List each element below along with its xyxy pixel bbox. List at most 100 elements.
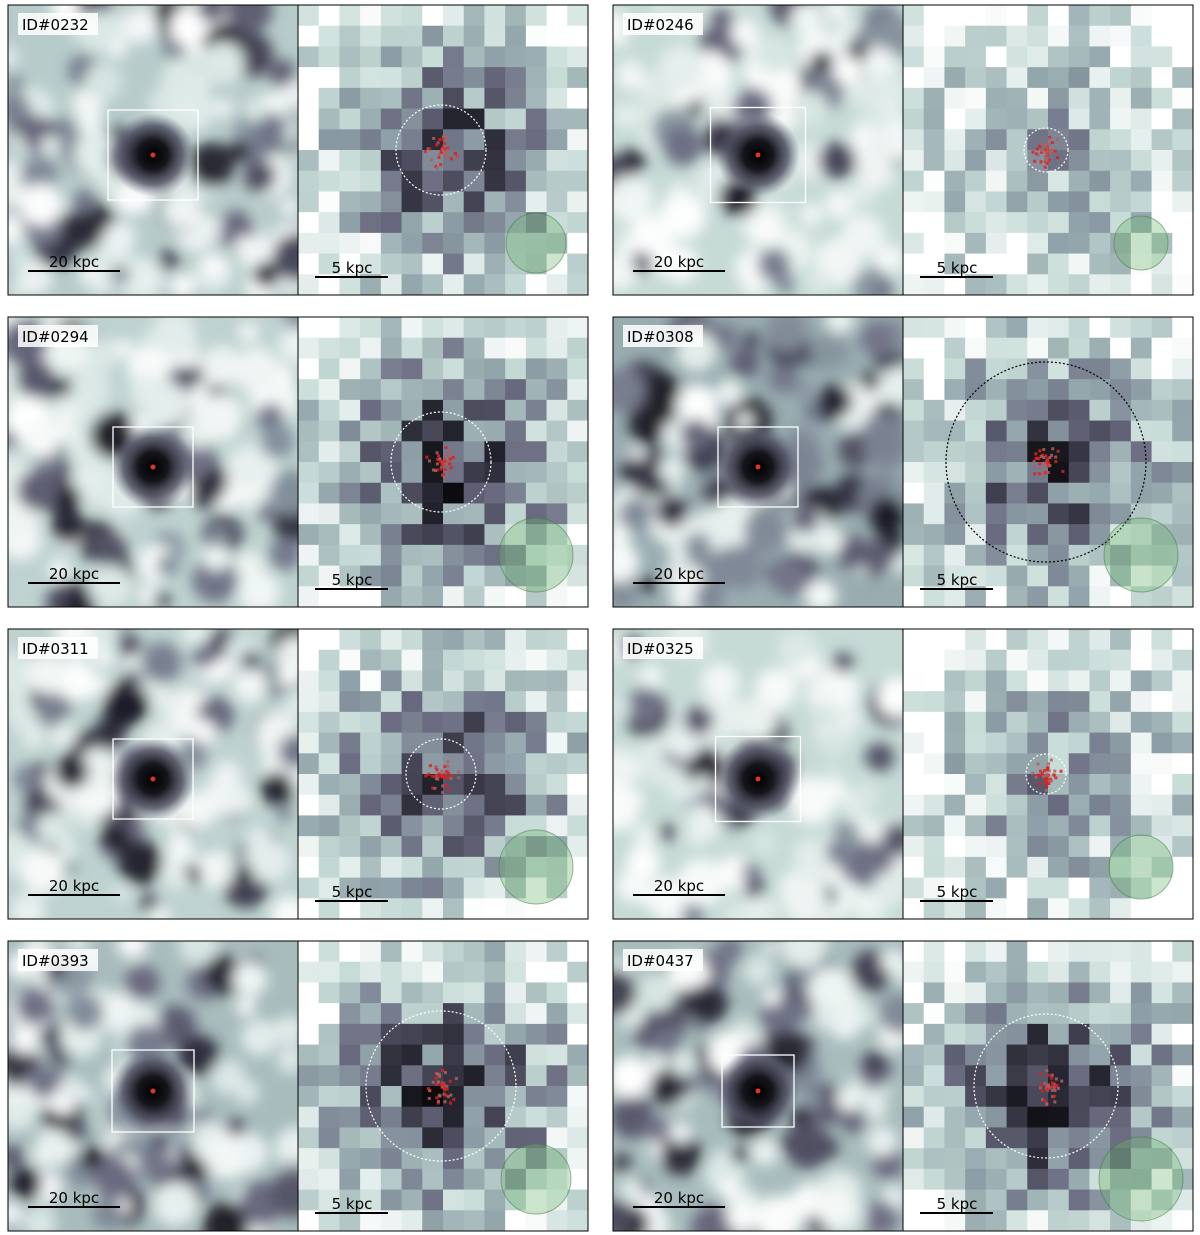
pixel [401, 25, 423, 47]
blob [272, 233, 298, 282]
pixel [1089, 1023, 1111, 1046]
blob [693, 774, 712, 794]
emission-pixel [1050, 1081, 1054, 1085]
pixel [380, 358, 403, 380]
pixel [1027, 420, 1049, 442]
blob [615, 60, 646, 91]
pixel [1089, 462, 1111, 484]
pixel [484, 836, 506, 858]
pixel [985, 544, 1008, 567]
blob [669, 580, 702, 607]
pixel [985, 129, 1008, 151]
pixel [318, 317, 340, 339]
pixel [401, 232, 423, 255]
pixel [360, 836, 382, 858]
pixel [1110, 212, 1132, 234]
pixel [1110, 670, 1132, 692]
pixel [339, 170, 361, 192]
blob [161, 190, 201, 230]
pixel [1130, 1065, 1153, 1087]
blob [757, 247, 792, 282]
pixel [1130, 482, 1153, 504]
pixel [1027, 212, 1049, 234]
pixel [944, 629, 966, 651]
blob [103, 221, 136, 254]
pixel [339, 856, 361, 879]
pixel [298, 379, 320, 401]
blob [246, 838, 291, 883]
pixel [339, 150, 361, 172]
pixel [985, 898, 1008, 919]
blob [140, 641, 183, 684]
pixel [463, 1189, 485, 1211]
source-dot [755, 464, 761, 470]
pixel [1027, 253, 1049, 275]
emission-pixel [1048, 1086, 1052, 1090]
pixel [1089, 629, 1111, 651]
pixel [1110, 67, 1132, 89]
pixel [525, 108, 548, 130]
pixel [1006, 1148, 1028, 1170]
pixel [443, 232, 465, 255]
blob [863, 1051, 885, 1072]
blob [243, 98, 267, 122]
pixel [1048, 856, 1070, 879]
pixel [1027, 1065, 1049, 1087]
pixel [360, 46, 382, 68]
pixel [443, 961, 465, 983]
pixel [546, 856, 568, 879]
blob [241, 651, 261, 671]
pixel [484, 586, 506, 607]
pixel [525, 358, 548, 380]
pixel [422, 1189, 444, 1211]
pixel [923, 774, 945, 796]
pixel [965, 856, 987, 879]
emission-pixel [427, 1096, 431, 1100]
emission-pixel [1031, 771, 1035, 775]
emission-pixel [427, 459, 431, 463]
blob [780, 876, 826, 919]
pixel [484, 524, 506, 546]
scale-label: 5 kpc [332, 571, 373, 589]
pixel [360, 898, 382, 919]
emission-pixel [445, 459, 449, 463]
noise [8, 941, 298, 1231]
pixel [944, 420, 966, 442]
pixel [923, 670, 945, 692]
pixel [1130, 191, 1153, 213]
pixel [1006, 462, 1028, 484]
pixel [903, 232, 925, 255]
pixel [923, 1189, 945, 1211]
pixel [965, 462, 987, 484]
pixel [903, 441, 925, 463]
pixel [1110, 524, 1132, 546]
emission-pixel [436, 457, 440, 461]
blob [122, 7, 159, 44]
pixel [1151, 212, 1173, 234]
blob [881, 97, 902, 118]
pixel [525, 1086, 548, 1108]
pixel [339, 1106, 361, 1128]
emission-pixel [443, 1100, 447, 1104]
pixel [1006, 961, 1028, 983]
pixel [903, 524, 925, 546]
pixel [923, 503, 945, 525]
pixel [525, 691, 548, 713]
pixel [1089, 898, 1111, 919]
pixel [965, 565, 987, 587]
pixel [360, 212, 382, 234]
pixel [1172, 1065, 1193, 1087]
pixel [546, 753, 568, 775]
pixel [298, 856, 320, 879]
emission-pixel [453, 151, 457, 155]
pixel [401, 482, 423, 504]
pixel [567, 150, 588, 172]
pixel [505, 317, 527, 339]
pixel [1006, 982, 1028, 1004]
pixel [443, 150, 465, 172]
pixel [1110, 191, 1132, 213]
emission-pixel [448, 1079, 452, 1083]
label-bg [18, 949, 98, 971]
emission-pixel [426, 1087, 430, 1091]
pixel [1130, 1127, 1153, 1149]
